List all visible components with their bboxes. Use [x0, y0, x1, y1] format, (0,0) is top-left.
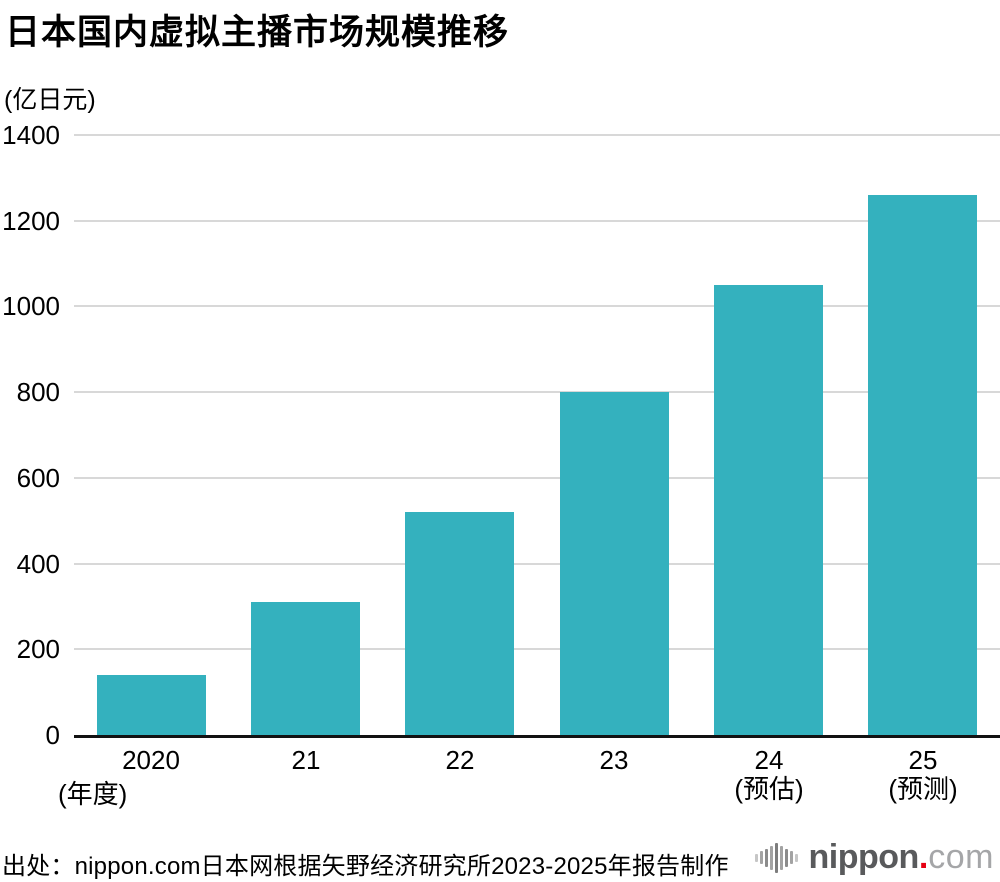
gridline-200 — [74, 648, 1000, 651]
bar-21 — [251, 602, 360, 735]
x-tick-label-21: 21 — [291, 745, 321, 775]
logo-text: nippon.com — [809, 838, 994, 877]
bar-22 — [405, 512, 514, 735]
gridline-1400 — [74, 134, 1000, 136]
y-tick-label-1400: 1400 — [2, 120, 60, 150]
source-credit: 出处：nippon.com日本网根据矢野经济研究所2023-2025年报告制作 — [2, 853, 729, 880]
y-tick-label-800: 800 — [16, 377, 60, 408]
x-axis-tick-labels: 2020 21 22 23 24 (预估) 25 (预测) — [74, 746, 1000, 816]
bar-24 — [714, 285, 823, 735]
x-tick-label-24: 24 (预估) — [689, 746, 849, 803]
soundwave-bars-icon — [754, 840, 800, 876]
x-tick-label-25: 25 (预测) — [843, 746, 1000, 803]
y-tick-label-1000: 1000 — [2, 291, 60, 322]
bar-2020 — [97, 675, 206, 735]
logo-tld: com — [928, 838, 994, 876]
x-axis-unit-label: (年度) — [58, 779, 128, 809]
logo-word: nippon — [808, 838, 920, 876]
logo-dot: . — [918, 838, 929, 876]
y-tick-label-600: 600 — [16, 462, 60, 493]
y-tick-label-1200: 1200 — [2, 205, 60, 236]
gridline-1000 — [74, 305, 1000, 308]
x-tick-label-2020: 2020 — [122, 745, 180, 775]
x-axis-line — [74, 735, 1000, 738]
y-axis-tick-labels: 0 200 400 600 800 1000 1200 1400 — [0, 0, 60, 882]
y-axis-unit-label: (亿日元) — [4, 86, 96, 114]
bar-23 — [560, 392, 669, 735]
y-tick-label-400: 400 — [16, 548, 60, 579]
gridline-400 — [74, 562, 1000, 565]
gridline-800 — [74, 391, 1000, 394]
x-tick-sublabel-25: (预测) — [888, 774, 958, 804]
gridline-1200 — [74, 219, 1000, 222]
x-tick-label-23: 23 — [599, 745, 629, 775]
y-tick-label-200: 200 — [16, 634, 60, 665]
x-tick-label-22: 22 — [445, 745, 475, 775]
y-tick-label-0: 0 — [45, 720, 60, 750]
chart-title: 日本国内虚拟主播市场规模推移 — [5, 13, 510, 52]
gridline-600 — [74, 476, 1000, 479]
x-tick-sublabel-24: (预估) — [734, 774, 804, 804]
bar-25 — [868, 195, 977, 735]
nippon-com-logo: nippon.com — [754, 838, 994, 877]
bar-chart-plot-area — [74, 134, 1000, 738]
